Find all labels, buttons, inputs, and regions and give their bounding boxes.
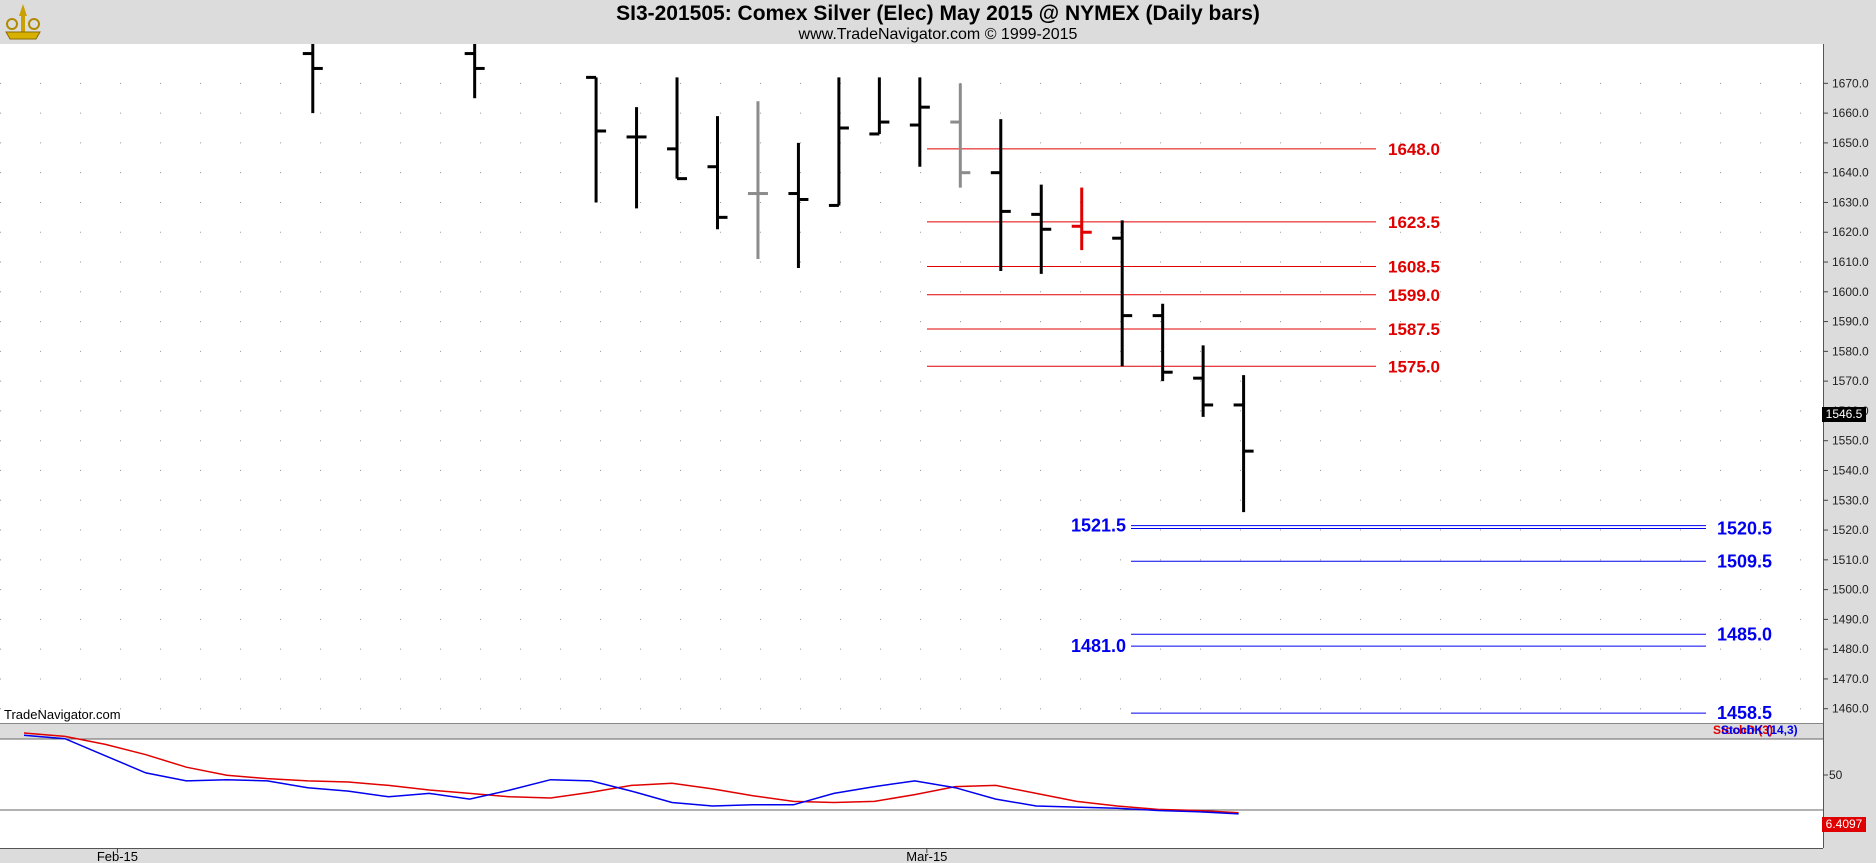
resistance-label: 1575.0 (1388, 357, 1440, 376)
ohlc-bar (707, 116, 728, 230)
resistance-label: 1608.5 (1388, 257, 1440, 276)
price-tick-label: 1660.0 (1832, 106, 1869, 120)
ohlc-bar (828, 77, 849, 207)
stoch-k-line (23, 734, 1239, 815)
resistance-label: 1587.5 (1388, 320, 1440, 339)
ohlc-bar (909, 77, 930, 167)
price-tick-label: 1590.0 (1832, 315, 1869, 329)
time-tick-label: Feb-15 (97, 849, 138, 863)
ohlc-bar (990, 119, 1011, 271)
chart-subtitle: www.TradeNavigator.com © 1999-2015 (798, 26, 1078, 43)
price-tick-label: 1600.0 (1832, 285, 1869, 299)
price-tick-label: 1610.0 (1832, 255, 1869, 269)
support-label: 1458.5 (1717, 703, 1772, 723)
ohlc-bar (302, 44, 323, 114)
support-label: 1521.5 (1071, 516, 1126, 536)
price-tick-label: 1520.0 (1832, 523, 1869, 537)
ohlc-bar (747, 101, 768, 260)
support-label: 1509.5 (1717, 551, 1772, 571)
support-label: 1485.0 (1717, 624, 1772, 644)
legend-stoch-k: StochK (14,3) (1721, 723, 1798, 737)
ohlc-bar (869, 77, 890, 136)
ohlc-bar (1193, 345, 1214, 417)
price-tick-label: 1640.0 (1832, 166, 1869, 180)
price-tick-label: 1500.0 (1832, 583, 1869, 597)
ohlc-bar (1233, 375, 1254, 513)
resistance-label: 1599.0 (1388, 286, 1440, 305)
resistance-label: 1623.5 (1388, 213, 1440, 232)
ohlc-bar (1112, 220, 1133, 367)
price-tick-label: 1460.0 (1832, 702, 1869, 716)
legend-stoch-d: StochD (3) (1713, 723, 1773, 737)
chart-title: SI3-201505: Comex Silver (Elec) May 2015… (616, 2, 1260, 25)
price-tick-label: 1510.0 (1832, 553, 1869, 567)
current-stochastic-marker: 6.4097 (1822, 817, 1866, 832)
price-tick-label: 1670.0 (1832, 76, 1869, 90)
price-tick-label: 1570.0 (1832, 374, 1869, 388)
ohlc-bar (788, 142, 809, 268)
stochastic-panel: 50 (0, 732, 1843, 815)
price-axis: 1460.0 1470.0 1480.0 1490.0 1500.0 1510.0 1520… (1823, 76, 1869, 716)
ohlc-bar (586, 75, 607, 203)
price-plot-area (0, 44, 1823, 723)
ohlc-bar (626, 107, 647, 209)
support-label: 1481.0 (1071, 636, 1126, 656)
price-tick-label: 1650.0 (1832, 136, 1869, 150)
price-tick-label: 1540.0 (1832, 463, 1869, 477)
time-axis: Feb-15 Mar-15 (97, 848, 947, 863)
price-tick-label: 1480.0 (1832, 642, 1869, 656)
ohlc-bar (1152, 303, 1173, 382)
stochastic-plot-area (0, 739, 1823, 848)
time-tick-label: Mar-15 (906, 849, 947, 863)
price-bars (302, 44, 1254, 513)
trade-navigator-logo-icon (5, 4, 41, 40)
watermark: TradeNavigator.com (4, 707, 121, 722)
price-tick-label: 1490.0 (1832, 612, 1869, 626)
support-label: 1520.5 (1717, 519, 1772, 539)
ohlc-bar (464, 44, 485, 99)
resistance-label: 1648.0 (1388, 140, 1440, 159)
stoch-tick-label: 50 (1829, 768, 1843, 782)
ohlc-bar (1031, 184, 1052, 274)
ohlc-bar (667, 77, 688, 181)
ohlc-bar (1071, 187, 1092, 251)
stoch-d-line (23, 732, 1239, 814)
resistance-levels: 1648.0 1623.5 1608.5 1599.0 1587.5 1575.0 (927, 140, 1440, 376)
price-tick-label: 1630.0 (1832, 195, 1869, 209)
price-tick-label: 1620.0 (1832, 225, 1869, 239)
price-tick-label: 1530.0 (1832, 493, 1869, 507)
current-price-marker: 1546.5 (1822, 407, 1866, 422)
price-tick-label: 1470.0 (1832, 672, 1869, 686)
ohlc-bar (950, 83, 971, 188)
price-tick-label: 1550.0 (1832, 434, 1869, 448)
support-levels: 1521.5 1520.5 1509.5 1485.0 1481.0 1458.5 (1071, 516, 1772, 724)
price-tick-label: 1580.0 (1832, 344, 1869, 358)
